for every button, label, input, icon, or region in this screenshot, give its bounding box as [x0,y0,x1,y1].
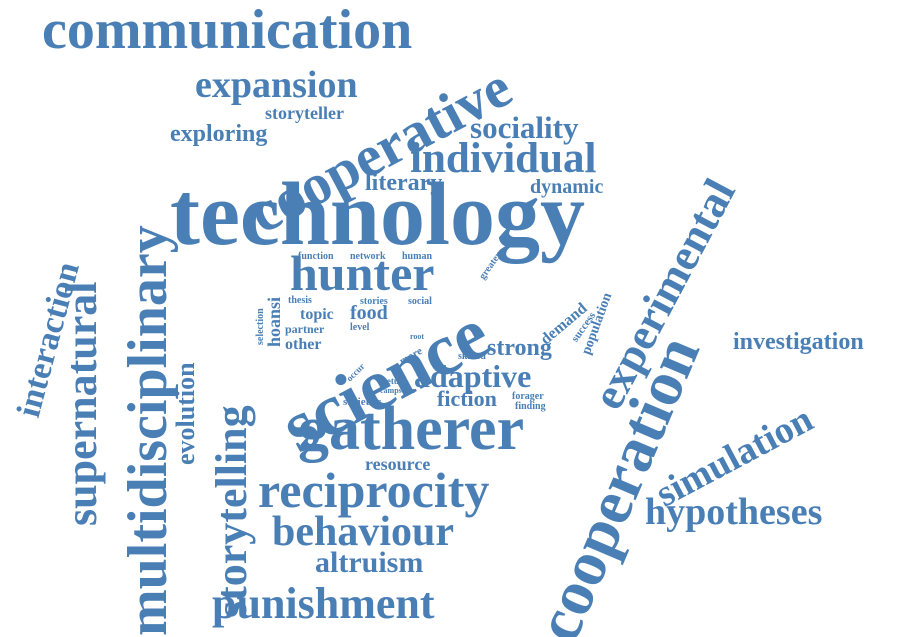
word: exploring [170,121,268,147]
word: level [350,322,370,333]
word: storyteller [265,103,344,123]
word: fiction [437,386,497,411]
word: reciprocity [258,462,490,518]
word: multidisciplinary [117,225,179,636]
word: stories [360,296,388,307]
word: topic [300,306,334,323]
word: behaviour [272,509,455,555]
word: root [410,332,425,341]
word: hypotheses [645,491,823,533]
word: expansion [195,64,358,106]
word: investigation [733,329,864,355]
word: societies [343,396,382,408]
word: adaptive [414,358,532,394]
word: thesis [288,295,312,306]
word: selection [255,308,266,345]
word: resource [365,454,431,474]
word: network [350,251,386,262]
word: food [350,302,388,324]
word: forager [512,391,544,402]
word: hoansi [264,296,284,347]
word: technology [170,165,585,264]
word: strong [487,335,552,361]
word: social [408,296,432,307]
word: sociality [470,110,579,145]
word: dynamic [530,176,604,198]
word: literary [365,170,443,196]
word: skilled [458,351,486,362]
word: punishment [212,579,435,628]
word: evolution [171,362,200,465]
word: finding [515,401,546,412]
word: partner [285,322,325,336]
word: function [298,251,334,262]
word: other [285,336,322,353]
word: campscale [380,386,416,395]
word: human [402,251,433,262]
word: return [383,376,408,386]
word: communication [42,0,413,61]
word: gatherer [298,395,525,463]
word: hunter [290,245,435,301]
word: altruism [315,546,424,579]
word: individual [410,135,597,182]
